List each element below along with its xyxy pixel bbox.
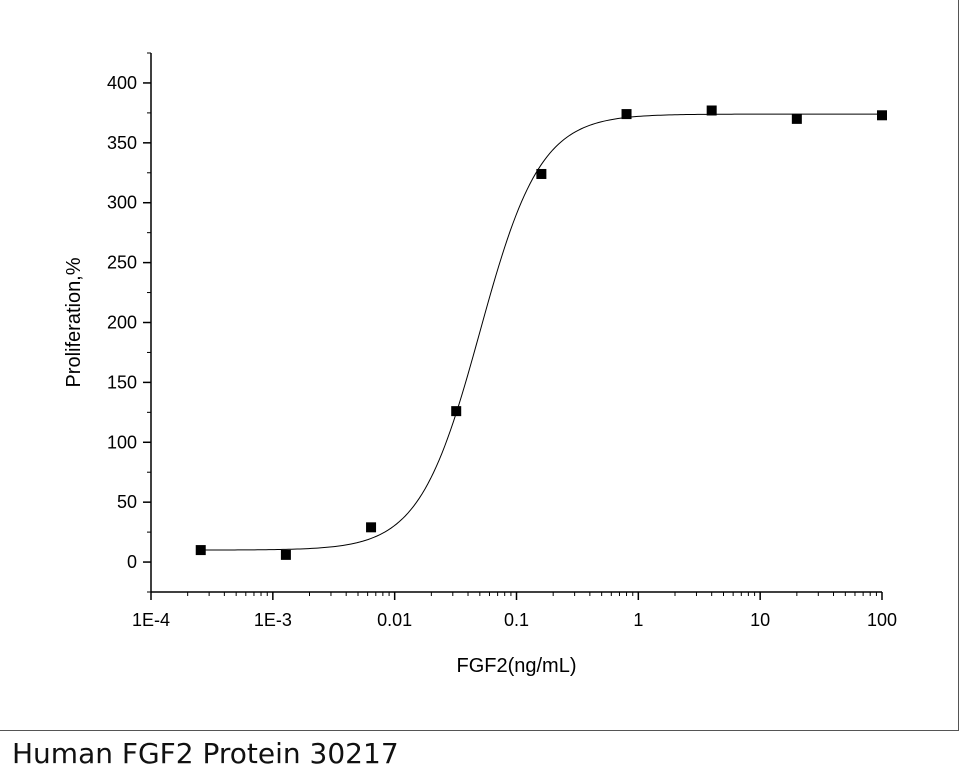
x-tick-label: 10 — [750, 610, 770, 630]
y-tick-label: 200 — [107, 313, 137, 333]
x-tick-label: 1E-3 — [254, 610, 292, 630]
data-point — [791, 113, 802, 124]
axes — [150, 53, 882, 593]
data-point — [706, 105, 717, 116]
y-axis-title: Proliferation,% — [63, 257, 85, 387]
y-tick-label: 150 — [107, 372, 137, 392]
y-tick-label: 300 — [107, 193, 137, 213]
data-point — [280, 549, 291, 560]
y-tick-label: 50 — [117, 492, 137, 512]
data-points — [195, 105, 887, 560]
data-point — [621, 109, 632, 120]
x-tick-label: 100 — [867, 610, 897, 630]
x-axis-ticks: 1E-4 1E-3 0.01 0.1 1 10 100 — [132, 592, 897, 630]
x-tick-label: 0.01 — [377, 610, 412, 630]
x-tick-label: 1 — [633, 610, 643, 630]
data-point — [195, 545, 206, 556]
fit-curve — [200, 113, 882, 551]
x-axis-title: FGF2(ng/mL) — [456, 655, 576, 677]
dose-response-chart: 1E-4 1E-3 0.01 0.1 1 10 100 0 50 100 150 200 250 300… — [63, 52, 897, 677]
y-tick-label: 100 — [107, 432, 137, 452]
y-axis-ticks: 0 50 100 150 200 250 300 350 400 — [107, 52, 151, 593]
data-point — [451, 406, 462, 417]
y-tick-label: 250 — [107, 253, 137, 273]
figure-caption: Human FGF2 Protein 30217 — [12, 737, 399, 770]
fit-curve-group — [200, 113, 882, 551]
figure-frame: 1E-4 1E-3 0.01 0.1 1 10 100 0 50 100 150 200 250 300… — [0, 0, 959, 731]
y-tick-label: 350 — [107, 133, 137, 153]
y-tick-label: 400 — [107, 73, 137, 93]
data-point — [877, 110, 887, 121]
x-tick-label: 0.1 — [504, 610, 529, 630]
data-point — [366, 522, 377, 533]
data-point — [536, 168, 547, 179]
x-tick-label: 1E-4 — [132, 610, 170, 630]
y-tick-label: 0 — [127, 552, 137, 572]
